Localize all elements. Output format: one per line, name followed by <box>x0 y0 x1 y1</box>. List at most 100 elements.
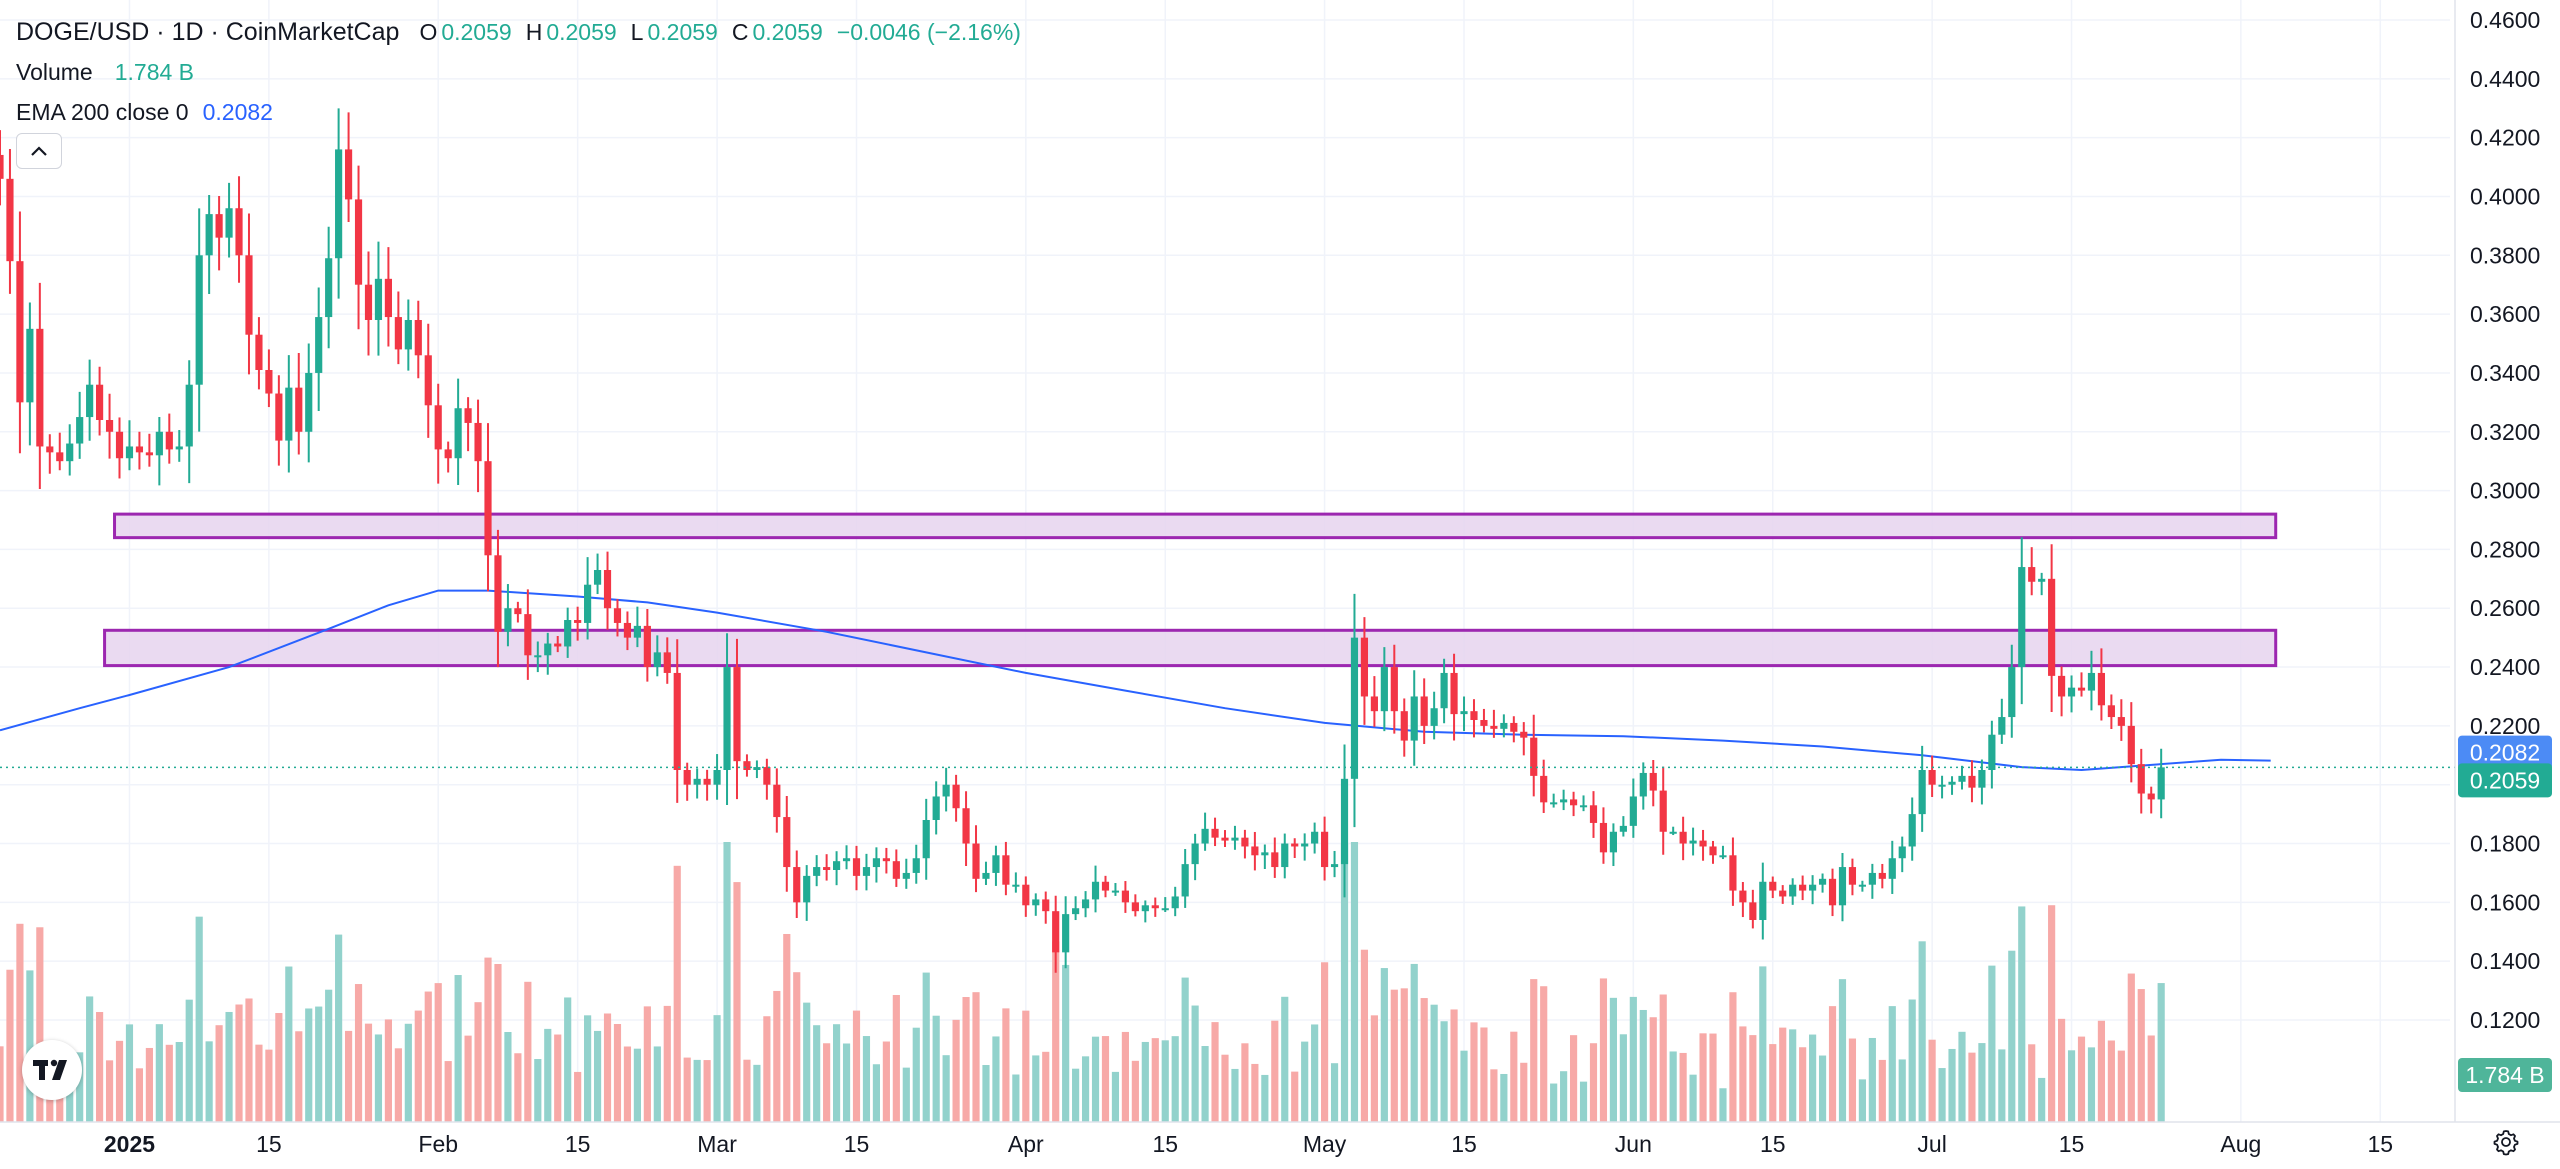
candle[interactable] <box>1659 766 1667 855</box>
candle[interactable] <box>205 195 213 295</box>
candle[interactable] <box>1231 825 1239 850</box>
candle[interactable] <box>1022 876 1030 917</box>
candle[interactable] <box>364 251 373 356</box>
candle[interactable] <box>335 108 343 299</box>
candle[interactable] <box>1948 776 1956 795</box>
candle[interactable] <box>1749 889 1757 929</box>
candle[interactable] <box>1271 837 1279 878</box>
candle[interactable] <box>603 551 612 630</box>
candle[interactable] <box>1161 897 1169 912</box>
tradingview-logo[interactable] <box>22 1040 82 1100</box>
candle[interactable] <box>2107 694 2115 730</box>
candle[interactable] <box>1450 653 1458 741</box>
candle[interactable] <box>892 849 900 887</box>
candle[interactable] <box>0 130 4 206</box>
candle[interactable] <box>344 112 353 223</box>
candle[interactable] <box>1589 791 1598 838</box>
candle[interactable] <box>1201 812 1209 851</box>
candle[interactable] <box>1938 775 1946 799</box>
candle[interactable] <box>265 349 273 408</box>
candle[interactable] <box>2028 547 2036 596</box>
candle[interactable] <box>16 211 24 454</box>
candle[interactable] <box>1002 841 1010 896</box>
candle[interactable] <box>1480 708 1488 733</box>
candle[interactable] <box>773 768 781 833</box>
symbol-title[interactable]: DOGE/USD · 1D · CoinMarketCap <box>16 18 400 46</box>
candle[interactable] <box>1131 894 1139 917</box>
candle[interactable] <box>305 343 313 463</box>
candle[interactable] <box>1609 823 1617 867</box>
candle[interactable] <box>434 383 442 484</box>
candle[interactable] <box>1619 816 1627 837</box>
candle[interactable] <box>2018 537 2026 705</box>
candle[interactable] <box>613 599 622 637</box>
candle[interactable] <box>1101 875 1110 898</box>
candle[interactable] <box>703 769 711 801</box>
candle[interactable] <box>185 360 193 484</box>
candle[interactable] <box>842 845 851 870</box>
candle[interactable] <box>1729 837 1737 906</box>
candle[interactable] <box>1460 696 1468 732</box>
candle[interactable] <box>135 431 144 470</box>
candle[interactable] <box>1569 791 1578 817</box>
candle[interactable] <box>544 632 552 675</box>
candle[interactable] <box>1470 699 1478 738</box>
candle[interactable] <box>584 557 592 640</box>
collapse-legend-button[interactable] <box>16 133 62 169</box>
candle[interactable] <box>823 854 831 881</box>
candle[interactable] <box>2097 648 2106 721</box>
candle[interactable] <box>1868 863 1876 899</box>
candle[interactable] <box>86 359 94 441</box>
candle[interactable] <box>673 639 681 803</box>
candle[interactable] <box>1918 745 1926 832</box>
candle[interactable] <box>813 855 821 887</box>
candle[interactable] <box>783 796 791 892</box>
candle[interactable] <box>1769 876 1777 899</box>
candle[interactable] <box>1500 714 1508 738</box>
candle[interactable] <box>1510 716 1518 743</box>
candle[interactable] <box>1809 875 1817 905</box>
candle[interactable] <box>96 366 104 436</box>
candle[interactable] <box>1629 778 1637 838</box>
candle[interactable] <box>972 825 980 893</box>
candle[interactable] <box>1988 720 1996 789</box>
candle[interactable] <box>235 176 243 283</box>
candle[interactable] <box>992 845 1000 886</box>
candle[interactable] <box>36 282 44 490</box>
candle[interactable] <box>2117 699 2125 741</box>
candle[interactable] <box>882 847 890 874</box>
candle[interactable] <box>534 641 542 673</box>
candle[interactable] <box>1181 849 1189 908</box>
candle[interactable] <box>1599 807 1608 864</box>
lower-resistance-zone[interactable] <box>103 628 2278 668</box>
upper-resistance-zone[interactable] <box>113 512 2278 540</box>
candle[interactable] <box>1669 826 1677 836</box>
candle[interactable] <box>723 633 731 806</box>
candle[interactable] <box>1709 840 1717 864</box>
volume-legend-row[interactable]: Volume 1.784 B <box>16 52 1035 92</box>
candle[interactable] <box>1340 744 1349 898</box>
candle[interactable] <box>952 774 960 822</box>
candle[interactable] <box>1898 836 1906 873</box>
candle[interactable] <box>2038 572 2046 596</box>
candle[interactable] <box>524 589 532 680</box>
candle[interactable] <box>46 434 54 474</box>
gear-icon[interactable] <box>2492 1128 2520 1156</box>
candle[interactable] <box>374 241 383 356</box>
candle[interactable] <box>1440 658 1448 724</box>
candle[interactable] <box>1121 881 1129 913</box>
candle[interactable] <box>1550 793 1558 808</box>
candle[interactable] <box>454 378 462 486</box>
candle[interactable] <box>1530 714 1538 797</box>
candle[interactable] <box>1789 878 1797 905</box>
candle[interactable] <box>763 758 771 800</box>
candle[interactable] <box>633 606 641 648</box>
candle[interactable] <box>444 441 452 473</box>
candle[interactable] <box>2058 666 2066 717</box>
candle[interactable] <box>1689 827 1697 856</box>
candle[interactable] <box>1410 670 1418 766</box>
candle[interactable] <box>753 760 761 779</box>
candle[interactable] <box>225 182 233 258</box>
candle[interactable] <box>2008 644 2016 738</box>
candle[interactable] <box>1370 676 1378 727</box>
